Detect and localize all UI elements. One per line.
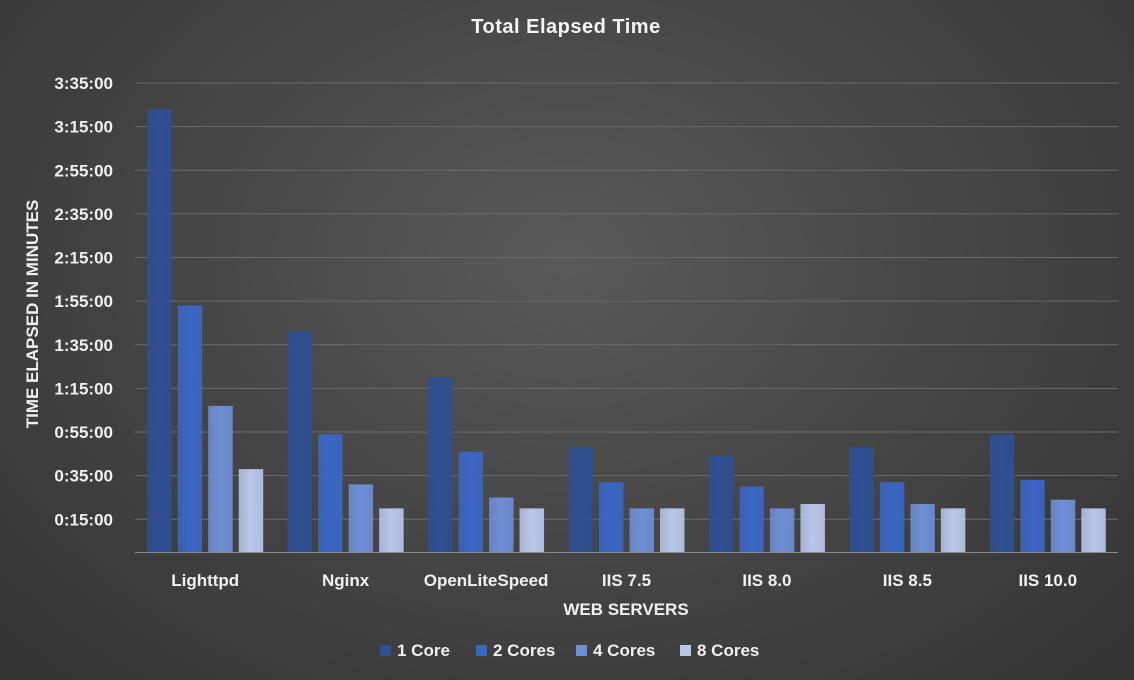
legend-swatch (576, 645, 587, 656)
bar-lighttpd-4-cores (208, 405, 233, 552)
y-tick-label: 2:55:00 (54, 161, 113, 180)
bar-iis-7-5-4-cores (629, 508, 654, 552)
x-tick-label: IIS 10.0 (1018, 571, 1077, 590)
y-tick-label: 1:55:00 (54, 292, 113, 311)
y-tick-label: 2:35:00 (54, 205, 113, 224)
bar-iis-8-5-2-cores (879, 482, 905, 552)
bar-openlitespeed-8-cores (519, 508, 545, 552)
bar-iis-8-0-1-core (708, 456, 734, 552)
bar-iis-10-0-2-cores (1020, 480, 1045, 552)
bar-lighttpd-2-cores (177, 305, 203, 552)
legend-swatch (476, 645, 487, 656)
x-axis-label: WEB SERVERS (563, 600, 688, 619)
x-tick-label: IIS 8.5 (883, 571, 932, 590)
legend-label: 2 Cores (493, 641, 555, 660)
bar-iis-10-0-1-core (989, 434, 1015, 552)
legend-label: 8 Cores (697, 641, 759, 660)
legend-swatch (680, 645, 691, 656)
chart-title: Total Elapsed Time (471, 16, 660, 38)
x-tick-label: IIS 7.5 (602, 571, 651, 590)
gridlines (135, 82, 1118, 553)
bars (147, 109, 1106, 552)
bar-nginx-2-cores (318, 434, 343, 552)
bar-openlitespeed-2-cores (458, 451, 484, 552)
x-axis-ticks: Lighttpd Nginx OpenLiteSpeed IIS 7.5 IIS 8.0… (171, 571, 1077, 590)
y-tick-label: 1:15:00 (54, 379, 113, 398)
y-tick-label: 2:15:00 (54, 249, 113, 268)
y-tick-label: 0:55:00 (54, 423, 113, 442)
bar-nginx-4-cores (348, 484, 374, 552)
bar-iis-7-5-2-cores (599, 482, 624, 552)
bar-iis-8-0-2-cores (739, 486, 764, 552)
bar-iis-10-0-8-cores (1081, 508, 1106, 552)
y-axis-ticks: 0:15:00 0:35:00 0:55:00 1:15:00 1:35:00 1:55:… (54, 74, 113, 529)
legend-label: 1 Core (397, 641, 450, 660)
bar-iis-7-5-1-core (568, 447, 593, 552)
x-tick-label: Lighttpd (171, 571, 239, 590)
legend-swatch (380, 645, 391, 656)
bar-iis-8-0-8-cores (800, 504, 825, 552)
bar-openlitespeed-1-core (428, 377, 453, 552)
y-tick-label: 1:35:00 (54, 336, 113, 355)
x-tick-label: IIS 8.0 (742, 571, 791, 590)
bar-iis-8-0-4-cores (769, 508, 795, 552)
x-tick-label: Nginx (322, 571, 370, 590)
y-tick-label: 0:15:00 (54, 510, 113, 529)
y-axis-label: TIME ELAPSED IN MINUTES (23, 200, 42, 429)
bar-iis-8-5-1-core (849, 447, 874, 552)
y-tick-label: 0:35:00 (54, 467, 113, 486)
bar-lighttpd-8-cores (238, 469, 264, 552)
legend-label: 4 Cores (593, 641, 655, 660)
bar-iis-10-0-4-cores (1050, 499, 1076, 552)
legend: 1 Core 2 Cores 4 Cores 8 Cores (380, 641, 759, 660)
bar-iis-8-5-8-cores (940, 508, 966, 552)
y-tick-label: 3:15:00 (54, 118, 113, 137)
bar-iis-8-5-4-cores (910, 504, 935, 552)
bar-openlitespeed-4-cores (489, 497, 514, 552)
bar-iis-7-5-8-cores (660, 508, 685, 552)
x-tick-label: OpenLiteSpeed (424, 571, 549, 590)
bar-nginx-1-core (287, 331, 313, 552)
bar-lighttpd-1-core (147, 109, 172, 552)
bar-nginx-8-cores (379, 508, 404, 552)
y-tick-label: 3:35:00 (54, 74, 113, 93)
